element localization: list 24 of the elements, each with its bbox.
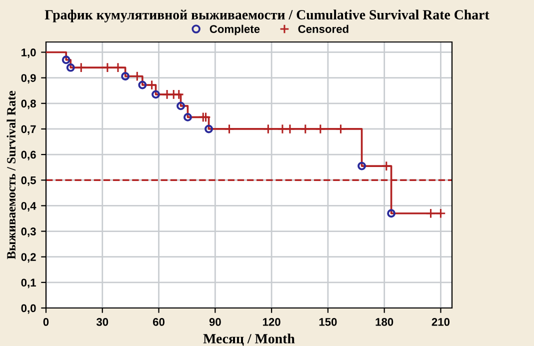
y-axis-title: Выживаемость / Survival Rate — [6, 90, 16, 260]
y-tick-label: 0,4 — [21, 202, 36, 212]
x-tick-label: 60 — [153, 318, 164, 326]
y-tick-label: 0,2 — [21, 253, 36, 263]
y-tick-label: 0,1 — [21, 278, 36, 288]
y-tick-label: 0,0 — [21, 304, 36, 314]
x-tick-label: 180 — [376, 318, 394, 326]
y-tick-label: 0,3 — [21, 228, 36, 238]
x-tick-label: 210 — [432, 318, 450, 326]
chart-title: График кумулятивной выживаемости / Cumulative Survival Rate Chart — [44, 10, 490, 22]
x-tick-label: 120 — [262, 318, 280, 326]
y-tick-label: 0,9 — [21, 74, 36, 84]
y-tick-label: 0,8 — [21, 100, 36, 110]
y-tick-label: 0,7 — [21, 125, 36, 135]
x-tick-label: 30 — [96, 318, 108, 326]
y-tick-label: 0,5 — [21, 176, 36, 186]
legend-label: Complete — [210, 24, 260, 36]
x-tick-label: 90 — [209, 318, 221, 326]
legend-label: Censored — [298, 24, 348, 33]
y-tick-label: 0,6 — [21, 150, 36, 160]
y-tick-label: 1,0 — [22, 48, 36, 58]
x-tick-label: 150 — [319, 318, 337, 326]
x-axis-title: Месяц / Month — [203, 334, 295, 346]
x-tick-label: 0 — [43, 318, 49, 326]
